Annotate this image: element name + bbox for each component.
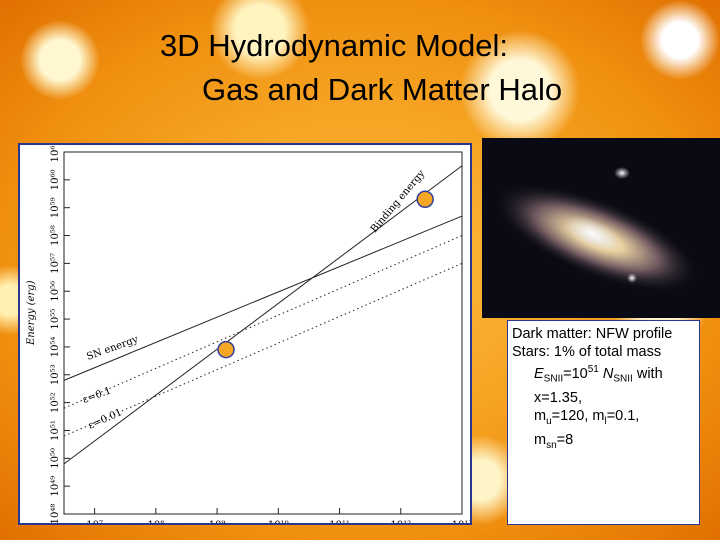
text-segment: SNII [613, 373, 633, 385]
chart: 10⁷ 10⁸ 10⁹ 10¹⁰ 10¹¹ 10¹² 10¹³ 10⁴⁸ 10⁴⁹ 10⁵⁰ 10⁵… [18, 143, 472, 525]
y-tick-label: 10⁵⁸ [50, 225, 61, 246]
x-tick-label: 10¹² [390, 520, 411, 525]
series-line [63, 235, 463, 409]
title-line: 3D Hydrodynamic Model: [160, 28, 509, 63]
highlight-point [217, 340, 235, 359]
text-line: x=1.35, [512, 389, 695, 407]
text-line: mu=120, ml=0.1, [512, 407, 695, 431]
series-line [63, 262, 463, 437]
y-tick-label: 10⁵² [50, 392, 61, 413]
galaxy-core [563, 215, 621, 251]
text-segment: =10 [563, 365, 588, 382]
galaxy-image [482, 138, 720, 318]
text-segment: l [604, 415, 607, 427]
highlight-point [416, 190, 434, 209]
text-segment: Stars: 1% of total mass [512, 344, 662, 360]
y-axis-label: Energy (erg) [26, 280, 37, 346]
text-segment: 51 [587, 364, 599, 375]
text-segment: x=1.35, [534, 389, 582, 406]
series-line [63, 165, 463, 465]
y-tick-label: 10⁵⁵ [50, 309, 61, 330]
text-segment: SNII [543, 373, 564, 385]
text-segment: =8 [556, 431, 574, 448]
text-line: ESNII=1051 NSNII with [512, 361, 695, 389]
text-segment: u [546, 415, 552, 427]
y-tick-label: 10⁶¹ [50, 143, 61, 162]
x-tick-label: 10⁸ [147, 520, 164, 525]
y-tick-label: 10⁵³ [50, 364, 61, 385]
satellite [614, 167, 630, 179]
text-segment: m [534, 407, 547, 424]
series-line [63, 215, 463, 381]
y-tick-label: 10⁵⁶ [50, 281, 61, 302]
text-segment: sn [546, 439, 557, 451]
text-segment: with [632, 365, 663, 382]
text-segment: Dark matter: NFW profile [512, 326, 673, 342]
text-line: Stars: 1% of total mass [512, 343, 695, 361]
y-tick-label: 10⁶⁰ [50, 169, 61, 190]
text-segment: E [534, 365, 544, 382]
x-tick-label: 10¹¹ [329, 520, 350, 525]
x-tick-label: 10¹⁰ [268, 520, 289, 525]
y-tick-label: 10⁴⁹ [50, 476, 61, 497]
y-tick-label: 10⁴⁸ [50, 504, 61, 525]
x-tick-label: 10⁷ [86, 520, 103, 525]
text-box: Dark matter: NFW profile Stars: 1% of tot… [507, 320, 700, 525]
x-tick-label: 10⁹ [209, 520, 226, 525]
y-tick-label: 10⁵⁰ [50, 448, 61, 469]
text-segment: N [602, 365, 614, 382]
text-line: msn=8 [512, 431, 695, 455]
title-line: Gas and Dark Matter Halo [202, 72, 563, 107]
text-line: Dark matter: NFW profile [512, 325, 695, 343]
line-label: SN energy [85, 334, 140, 363]
y-tick-label: 10⁵⁴ [50, 337, 61, 358]
y-tick-label: 10⁵¹ [50, 420, 61, 441]
text-segment: m [534, 431, 547, 448]
plot-frame [63, 151, 463, 515]
y-tick-label: 10⁵⁹ [50, 197, 61, 218]
star [627, 273, 637, 283]
line-label: ε=0.1 [81, 385, 112, 405]
text-segment: =0.1, [606, 407, 640, 424]
line-label: ε=0.01 [87, 407, 124, 432]
x-tick-label: 10¹³ [452, 520, 472, 525]
y-tick-label: 10⁵⁷ [50, 253, 61, 274]
text-segment: =120, m [551, 407, 605, 424]
